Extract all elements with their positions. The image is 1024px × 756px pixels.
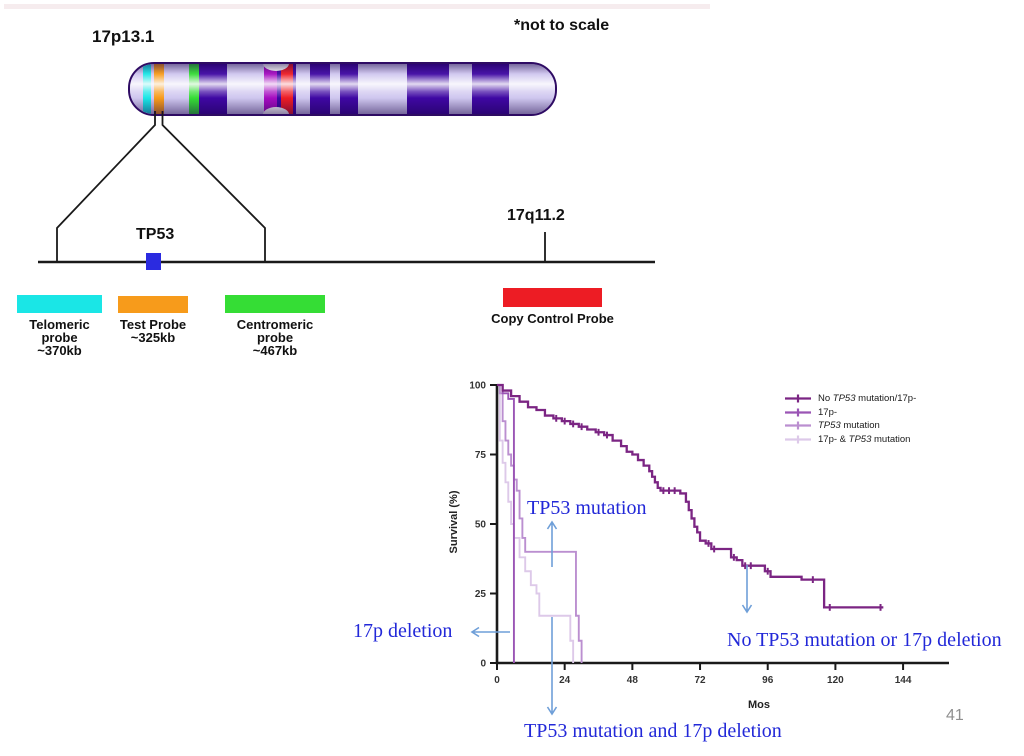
x-tick-label: 96 [762, 675, 774, 686]
y-tick-label: 25 [475, 589, 487, 600]
annotation-17p-deletion: 17p deletion [353, 620, 453, 642]
arrow-down-no-tp53 [741, 565, 753, 614]
y-axis-title: Survival (%) [448, 490, 460, 554]
copy-control-probe-label: Copy Control Probe [491, 311, 614, 326]
annotation-tp53-mutation: TP53 mutation [527, 497, 647, 519]
x-tick-label: 0 [494, 675, 500, 686]
gene-map-lines [38, 111, 655, 270]
legend-label: No TP53 mutation/17p- [818, 393, 917, 405]
km-curve [497, 384, 575, 663]
funnel-right-line [161, 111, 266, 262]
arrow-up-tp53-mutation [546, 520, 558, 567]
legend-label: 17p- & TP53 mutation [818, 433, 911, 445]
copy-control-probe-swatch [503, 288, 602, 307]
gene-label-tp53: TP53 [136, 226, 175, 243]
probe-block-test-probe: Test Probe ~325kb [98, 296, 208, 344]
x-tick-label: 72 [694, 675, 706, 686]
centromeric-probe-label: Centromeric probe ~467kb [236, 317, 314, 358]
tp53-gene-marker [146, 253, 161, 270]
legend-row: 17p- [783, 406, 916, 420]
probe-block-copy-control-probe: Copy Control Probe [483, 288, 622, 325]
not-to-scale-note: *not to scale [514, 17, 610, 34]
y-tick-label: 75 [475, 450, 487, 461]
arrow-down-tp53-and-17p [546, 617, 558, 716]
y-tick-label: 100 [469, 381, 486, 392]
x-tick-label: 48 [627, 675, 639, 686]
chart-legend: No TP53 mutation/17p- 17p- TP53 mutation… [783, 392, 916, 446]
region-label-17p13: 17p13.1 [92, 27, 155, 46]
km-curve [497, 384, 583, 663]
annotation-tp53-and-17p: TP53 mutation and 17p deletion [524, 720, 782, 742]
figure-top-strip [4, 4, 710, 9]
legend-marker [785, 394, 811, 403]
km-curve [497, 383, 884, 609]
y-tick-label: 50 [475, 520, 487, 531]
legend-row: TP53 mutation [783, 419, 916, 433]
legend-row: 17p- & TP53 mutation [783, 433, 916, 447]
x-tick-label: 120 [827, 675, 844, 686]
legend-label: TP53 mutation [818, 420, 880, 432]
test-probe-label: Test Probe ~325kb [119, 317, 187, 345]
annotation-arrows [470, 520, 753, 716]
telomeric-probe-label: Telomeric probe ~370kb [29, 317, 90, 358]
y-tick-label: 0 [480, 659, 486, 670]
legend-row: No TP53 mutation/17p- [783, 392, 916, 406]
legend-marker [785, 408, 811, 417]
x-axis-title: Mos [748, 699, 770, 711]
legend-marker [785, 435, 811, 444]
test-probe-swatch [118, 296, 188, 313]
probe-block-telomeric-probe: Telomeric probe ~370kb [0, 295, 122, 357]
centromeric-probe-swatch [225, 295, 325, 313]
annotation-no-tp53-or-17p: No TP53 mutation or 17p deletion [727, 629, 1002, 651]
probe-block-centromeric-probe: Centromeric probe ~467kb [205, 295, 345, 357]
legend-label: 17p- [818, 406, 838, 418]
x-tick-label: 24 [559, 675, 571, 686]
telomeric-probe-swatch [17, 295, 102, 313]
control-region-label: 17q11.2 [507, 207, 565, 224]
legend-marker [785, 421, 811, 430]
x-tick-label: 144 [895, 675, 912, 686]
funnel-left-line [56, 111, 156, 262]
km-chart-svg: 0 25 50 75 100 0 24 48 72 96 120 144 [469, 381, 949, 716]
page-number: 41 [946, 707, 964, 724]
arrow-left-17p-deletion [470, 626, 510, 638]
